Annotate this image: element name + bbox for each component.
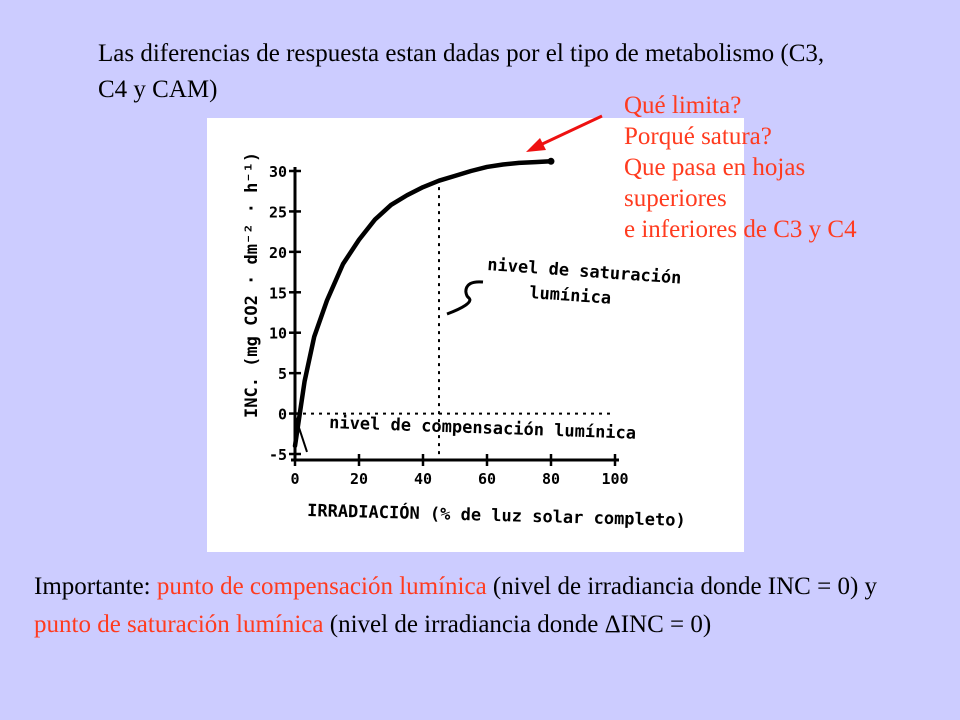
y-tick-label: 5 (278, 365, 287, 383)
question-4: superiores (624, 185, 727, 212)
axes-layer (291, 167, 619, 462)
slide-title: Las diferencias de respuesta estan dadas… (98, 40, 825, 103)
x-tick-label: 0 (290, 470, 299, 488)
y-tick-label: 20 (269, 244, 287, 262)
footer-text-2: (nivel de irradiancia donde INC = 0) y (486, 573, 878, 600)
footer-text-1: Importante: (34, 573, 157, 600)
x-tick-label: 40 (414, 470, 432, 488)
saturation-annotation-line2: lumínica (529, 283, 612, 309)
x-tick-label: 60 (478, 470, 496, 488)
saturation-brace (446, 280, 484, 316)
x-tick-label: 20 (350, 470, 368, 488)
series-line (292, 159, 554, 449)
saturation-point-term: punto de saturación lumínica (34, 611, 324, 638)
y-axis-label: INC. (mg CO2 · dm⁻² · h⁻¹) (242, 152, 262, 418)
question-2: Porqué satura? (624, 123, 772, 150)
chart-panel: -5 0 5 10 15 20 25 30 0 20 40 60 80 100 IRRADIACIÓN (… (207, 118, 744, 552)
question-5: e inferiores de C3 y C4 (624, 216, 857, 243)
compensation-annotation: nivel de compensación lumínica (329, 413, 637, 444)
x-tick-label: 80 (542, 470, 560, 488)
footer-note: Importante: punto de compensación lumíni… (34, 568, 934, 644)
y-tick-label: 30 (269, 163, 287, 181)
saturation-annotation: nivel de saturación (487, 255, 682, 289)
x-tick-label: 100 (601, 470, 628, 488)
y-tick-label: 0 (278, 406, 287, 424)
y-tick-label: 25 (269, 203, 287, 221)
y-tick-label: -5 (269, 446, 287, 464)
question-3: Que pasa en hojas (624, 154, 806, 181)
x-axis-label: IRRADIACIÓN (% de luz solar completo) (307, 499, 686, 531)
compensation-point-term: punto de compensación lumínica (156, 573, 487, 600)
delta-symbol: Δ (604, 611, 621, 638)
footer-text-4: INC = 0) (620, 611, 712, 638)
questions-block: Qué limita? Porqué satura? Que pasa en h… (624, 90, 954, 245)
footer-text-3: (nivel de irradiancia donde (323, 611, 605, 638)
question-1: Qué limita? (624, 92, 742, 119)
arrow-icon (526, 114, 603, 152)
y-tick-label: 10 (269, 325, 287, 343)
y-tick-label: 15 (269, 284, 287, 302)
series-end-point (547, 157, 555, 165)
